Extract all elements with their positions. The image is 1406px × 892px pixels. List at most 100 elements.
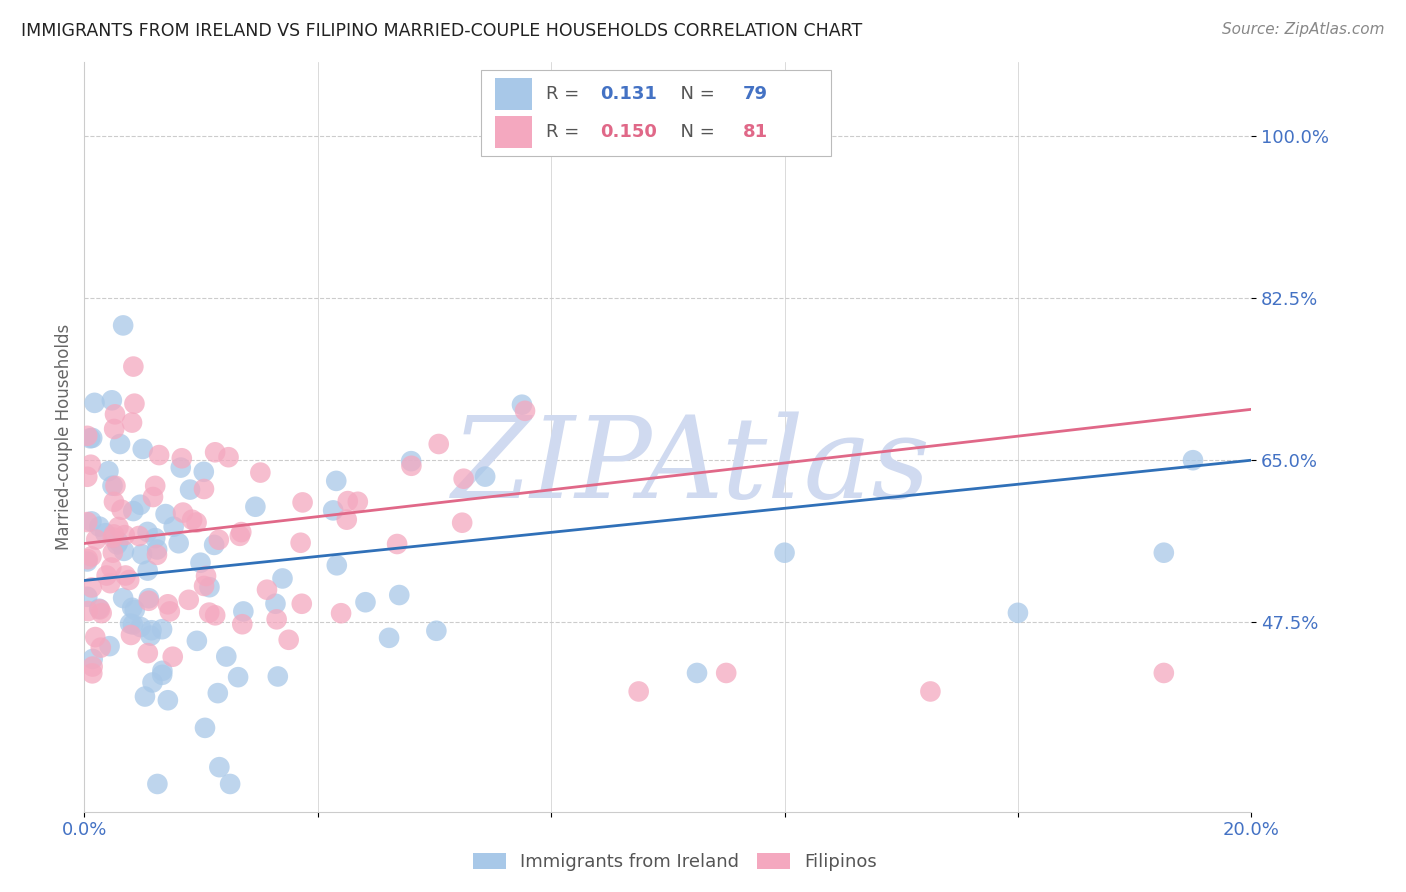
Point [82, 652, 104, 666]
Point [290, 535, 312, 549]
Point [170, 451, 193, 466]
Point [82, 431, 104, 445]
Text: N =: N = [669, 123, 720, 141]
Point [326, 558, 349, 573]
Point [231, 525, 253, 540]
Point [267, 669, 290, 683]
Point [193, 579, 215, 593]
Point [114, 568, 136, 582]
Point [82, 666, 104, 681]
Point [198, 606, 221, 620]
Point [425, 624, 447, 638]
Point [226, 670, 249, 684]
Point [1153, 665, 1175, 680]
Point [80, 515, 103, 529]
Point [83, 396, 105, 410]
Point [148, 448, 170, 462]
Text: 0.150: 0.150 [600, 123, 657, 141]
Point [159, 604, 181, 618]
Point [627, 684, 650, 698]
Point [124, 397, 146, 411]
Point [186, 516, 208, 530]
Point [90, 640, 112, 655]
Point [141, 675, 163, 690]
Text: R =: R = [547, 85, 585, 103]
Point [193, 465, 215, 479]
Point [84, 630, 107, 644]
Bar [495, 78, 533, 110]
Point [107, 534, 129, 549]
Point [231, 617, 253, 632]
Point [89, 519, 111, 533]
Point [773, 546, 796, 560]
Point [76, 429, 98, 443]
Point [77, 604, 100, 618]
Point [1007, 606, 1029, 620]
Text: 0.131: 0.131 [600, 85, 657, 103]
Point [325, 474, 347, 488]
Point [172, 506, 194, 520]
Point [177, 592, 200, 607]
Point [378, 631, 401, 645]
Point [401, 458, 423, 473]
Point [122, 617, 145, 632]
Point [229, 529, 252, 543]
Point [118, 573, 141, 587]
Point [1182, 453, 1205, 467]
Point [156, 693, 179, 707]
Point [80, 458, 103, 472]
Point [385, 537, 408, 551]
Point [291, 597, 314, 611]
Point [98, 576, 121, 591]
Point [162, 649, 184, 664]
Text: ZIPAtlas: ZIPAtlas [451, 412, 931, 523]
Point [513, 404, 536, 418]
Point [101, 531, 124, 545]
Point [336, 494, 359, 508]
Point [80, 581, 103, 595]
Point [110, 502, 132, 516]
Point [186, 633, 208, 648]
Point [128, 529, 150, 543]
Point [163, 519, 186, 533]
Point [97, 464, 120, 478]
Point [198, 580, 221, 594]
Point [388, 588, 411, 602]
Point [146, 548, 169, 562]
Point [132, 442, 155, 456]
Point [136, 524, 159, 539]
Text: R =: R = [547, 123, 585, 141]
Point [920, 684, 942, 698]
Point [716, 665, 738, 680]
Point [112, 318, 135, 333]
Point [98, 639, 121, 653]
Text: Source: ZipAtlas.com: Source: ZipAtlas.com [1222, 22, 1385, 37]
Point [100, 560, 122, 574]
Point [266, 612, 288, 626]
Legend: Immigrants from Ireland, Filipinos: Immigrants from Ireland, Filipinos [465, 846, 884, 879]
Point [122, 359, 145, 374]
Point [143, 479, 166, 493]
Point [208, 533, 231, 547]
Point [179, 483, 201, 497]
FancyBboxPatch shape [481, 70, 831, 156]
Point [249, 466, 271, 480]
Point [129, 498, 152, 512]
Point [105, 537, 128, 551]
Text: 81: 81 [742, 123, 768, 141]
Point [156, 597, 179, 611]
Point [451, 516, 474, 530]
Point [101, 546, 124, 560]
Point [354, 595, 377, 609]
Point [104, 407, 127, 421]
Text: N =: N = [669, 85, 720, 103]
Point [291, 495, 314, 509]
Point [399, 454, 422, 468]
Point [138, 591, 160, 606]
Point [114, 528, 136, 542]
Point [194, 721, 217, 735]
Point [190, 556, 212, 570]
Point [155, 507, 177, 521]
Point [510, 398, 533, 412]
Point [101, 479, 124, 493]
